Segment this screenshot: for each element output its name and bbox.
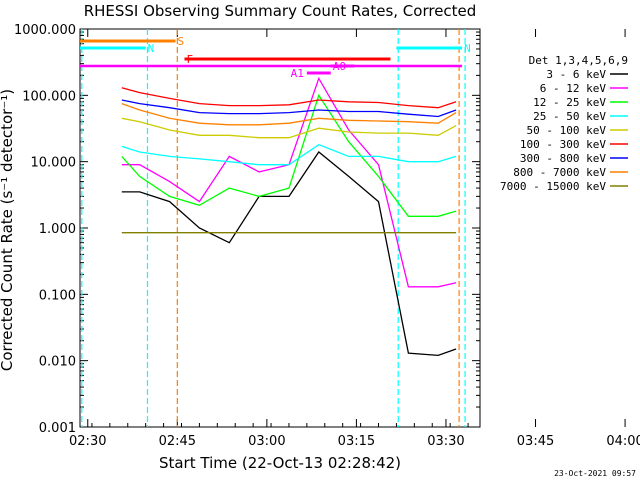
series-line [121,93,457,217]
series-line [121,87,457,109]
y-tick-label: 0.100 [39,288,76,303]
chart-title: RHESSI Observing Summary Count Rates, Co… [84,2,477,20]
legend-entry: 6 - 12 keV [540,82,607,95]
x-tick-label: 04:00 [606,434,640,449]
flag-label: N [464,42,471,55]
legend-entry: 12 - 25 keV [533,96,606,109]
x-tick-label: 03:30 [427,434,464,449]
legend-title: Det 1,3,4,5,6,9 [529,54,628,67]
legend-entry: 7000 - 15000 keV [500,180,606,193]
flag-bars: SNNFA0A1 [80,35,471,80]
x-axis-label: Start Time (22-Oct-13 02:28:42) [159,454,401,472]
flag-label: N [148,42,155,55]
flag-label: A1 [291,67,304,80]
y-tick-label: 10.000 [31,156,77,171]
series-line [121,99,457,118]
footer-date: 23-Oct-2021 09:57 [554,469,636,478]
series-line [121,143,457,166]
x-tick-label: 02:30 [69,434,106,449]
legend-entry: 300 - 800 keV [520,152,606,165]
x-tick-label: 03:00 [248,434,285,449]
y-axis-label: Corrected Count Rate (s⁻¹ detector⁻¹) [0,89,16,371]
flag-label: F [186,53,193,66]
flag-label: S [178,35,185,48]
legend-entry: 50 - 100 keV [527,124,607,137]
legend-entry: 25 - 50 keV [533,110,606,123]
legend-entry: 3 - 6 keV [546,68,606,81]
series-line [121,117,457,139]
y-tick-label: 1000.000 [14,23,76,38]
x-tick-label: 02:45 [159,434,196,449]
x-tick-label: 03:45 [517,434,554,449]
legend-entry: 100 - 300 keV [520,138,606,151]
y-tick-label: 1.000 [39,222,76,237]
series-lines [121,76,457,357]
y-tick-label: 0.001 [39,421,76,436]
y-axis-ticks: 0.001 0.010 0.100 1.000 10.000 100.000 1000.00… [14,23,480,436]
y-tick-label: 100.000 [22,89,76,104]
series-line [121,102,457,126]
series-line [121,151,457,357]
x-axis-ticks: 02:30 02:45 03:00 03:15 03:30 03:45 04:00 [69,29,640,449]
x-tick-label: 03:15 [338,434,375,449]
vertical-markers [81,29,466,427]
legend-entry: 800 - 7000 keV [513,166,606,179]
y-tick-label: 0.010 [39,355,76,370]
